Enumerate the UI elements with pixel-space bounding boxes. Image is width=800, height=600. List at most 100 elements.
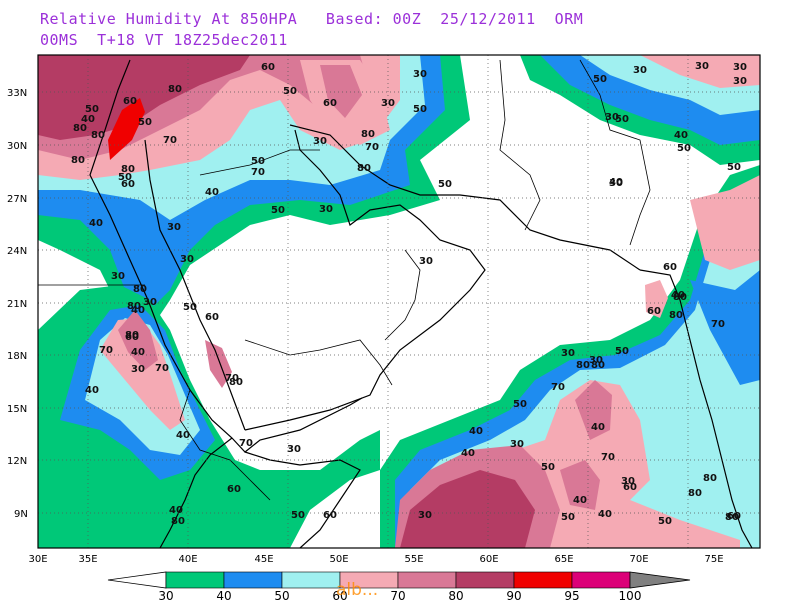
contour-label: 40 [131, 347, 145, 358]
contour-label: 40 [671, 290, 685, 301]
contour-label: 60 [323, 98, 337, 109]
contour-label: 50 [118, 172, 132, 183]
red-sea-west-coast [89, 59, 363, 453]
contour-label: 40 [131, 305, 145, 316]
lon-label: 55E [404, 554, 423, 565]
contour-label: 80 [229, 377, 243, 388]
contour-label: 30 [167, 222, 181, 233]
colorbar: 30 40 50 60 70 80 90 95 100 [107, 571, 691, 600]
contour-label: 70 [239, 438, 253, 449]
afghan-pakistan-border [579, 59, 651, 246]
contour-label: 70 [225, 373, 239, 384]
contour-label: 80 [91, 130, 105, 141]
contour-label: 50 [138, 117, 152, 128]
lon-label: 30E [28, 554, 47, 565]
humidity-region-60-west [100, 318, 185, 430]
contour-label: 30 [510, 439, 524, 450]
colorbar-label: 100 [619, 589, 642, 600]
contour-label: 80 [673, 292, 687, 303]
lon-label: 60E [479, 554, 498, 565]
humidity-region-90 [108, 98, 145, 160]
coastlines [89, 59, 753, 548]
lon-label: 40E [178, 554, 197, 565]
lon-label: 50E [329, 554, 348, 565]
contour-label: 40 [609, 177, 623, 188]
lon-label: 70E [629, 554, 648, 565]
contour-label: 40 [461, 448, 475, 459]
contour-label: 40 [89, 218, 103, 229]
contour-label: 60 [121, 179, 135, 190]
iran-afghan-border [499, 59, 541, 231]
contour-label: 40 [81, 114, 95, 125]
contour-label: 80 [133, 284, 147, 295]
contour-label: 30 [633, 65, 647, 76]
ethiopia-border [179, 389, 271, 501]
chart-title-line-1: Relative Humidity At 850HPA Based: 00Z 2… [40, 10, 584, 28]
colorbar-swatches [165, 571, 631, 589]
contour-label: 60 [227, 484, 241, 495]
contour-label: 30 [143, 297, 157, 308]
plot-frame [37, 54, 761, 549]
watermark: alb... [336, 580, 379, 600]
contour-label: 30 [419, 256, 433, 267]
contour-label: 30 [131, 364, 145, 375]
colorbar-swatch [281, 571, 341, 589]
horn-africa-coast [244, 451, 361, 548]
humidity-region-80-south [400, 470, 535, 548]
lat-label: 24N [7, 246, 27, 257]
contour-label: 60 [647, 306, 661, 317]
contour-label: 50 [251, 156, 265, 167]
contour-label: 70 [711, 319, 725, 330]
gulf-of-aden-somalia [159, 437, 233, 548]
contour-label: 80 [669, 310, 683, 321]
lat-label: 21N [7, 299, 27, 310]
contour-label: 80 [125, 330, 139, 341]
contour-label: 50 [438, 179, 452, 190]
contour-label: 50 [413, 104, 427, 115]
latitude-labels: 33N 30N 27N 24N 21N 18N 15N 12N 9N [7, 88, 28, 520]
contour-label: 50 [541, 462, 555, 473]
contour-label: 40 [674, 130, 688, 141]
colorbar-swatch [397, 571, 457, 589]
contour-label: 50 [283, 86, 297, 97]
colorbar-labels: 30 40 50 60 70 80 90 95 100 [158, 589, 641, 600]
contour-label: 80 [71, 155, 85, 166]
contour-label: 80 [357, 163, 371, 174]
contour-label: 30 [381, 98, 395, 109]
humidity-region-80-north [320, 65, 362, 118]
longitude-labels: 30E 35E 40E 45E 50E 55E 60E 65E 70E 75E [28, 554, 723, 565]
contour-label: 80 [688, 488, 702, 499]
contour-label: 60 [125, 332, 139, 343]
contour-label: 60 [727, 511, 741, 522]
contour-label: 70 [365, 142, 379, 153]
humidity-region-60-gujarat [645, 280, 668, 318]
colorbar-label: 70 [390, 589, 405, 600]
colorbar-swatch [513, 571, 573, 589]
lon-label: 35E [78, 554, 97, 565]
red-sea-east-coast [144, 139, 246, 431]
lon-label: 45E [254, 554, 273, 565]
contour-label: 30 [733, 62, 747, 73]
lat-label: 33N [7, 88, 27, 99]
humidity-region-60-india [690, 175, 760, 270]
contour-label: 50 [291, 510, 305, 521]
contour-label: 30 [418, 510, 432, 521]
contour-label: 30 [180, 254, 194, 265]
contour-label: 40 [205, 187, 219, 198]
humidity-region-70-arabian-sea [575, 380, 612, 440]
lon-label: 65E [554, 554, 573, 565]
contour-label: 40 [85, 385, 99, 396]
contour-label: 40 [469, 426, 483, 437]
colorbar-low-arrow [107, 571, 167, 589]
contour-label: 40 [169, 505, 183, 516]
colorbar-label: 90 [506, 589, 521, 600]
contour-label: 80 [127, 301, 141, 312]
colorbar-label: 30 [158, 589, 173, 600]
contour-label: 60 [205, 312, 219, 323]
contour-label: 70 [155, 363, 169, 374]
contour-label: 80 [168, 84, 182, 95]
contour-label: 40 [176, 430, 190, 441]
contour-label: 30 [287, 444, 301, 455]
